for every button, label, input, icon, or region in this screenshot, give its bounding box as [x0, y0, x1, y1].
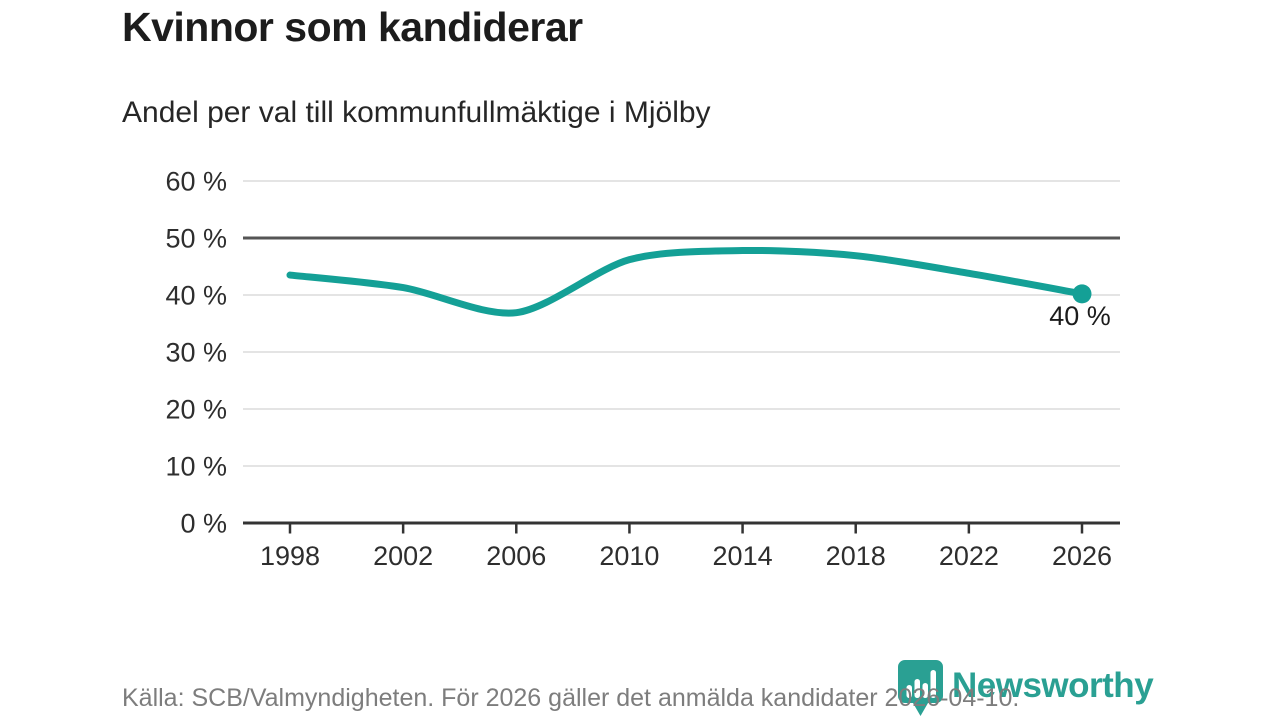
x-axis-label: 2002	[373, 541, 433, 571]
end-point-marker	[1072, 284, 1092, 304]
newsworthy-logo-text: Newsworthy	[952, 666, 1154, 705]
end-value-label: 40 %	[1049, 301, 1111, 331]
chart-title: Kvinnor som kandiderar	[122, 4, 583, 50]
y-axis-label: 30 %	[165, 337, 227, 367]
y-axis-label: 60 %	[165, 166, 227, 196]
y-axis-label: 50 %	[165, 223, 227, 253]
y-axis-label: 20 %	[165, 394, 227, 424]
x-axis-label: 2014	[713, 541, 773, 571]
newsworthy-pin-barchart-icon	[898, 660, 943, 716]
y-axis-label: 0 %	[180, 508, 227, 538]
x-axis-label: 1998	[260, 541, 320, 571]
chart-subtitle: Andel per val till kommunfullmäktige i M…	[122, 96, 711, 129]
x-axis-label: 2026	[1052, 541, 1112, 571]
x-axis-label: 2018	[826, 541, 886, 571]
y-axis-label: 10 %	[165, 451, 227, 481]
newsworthy-logo[interactable]: Newsworthy	[897, 659, 1154, 717]
y-axis-label: 40 %	[165, 280, 227, 310]
x-axis-label: 2006	[486, 541, 546, 571]
source-note: Källa: SCB/Valmyndigheten. För 2026 gäll…	[122, 684, 1020, 712]
x-axis-label: 2022	[939, 541, 999, 571]
data-line-andel-kvinnor	[286, 246, 1086, 317]
x-axis-label: 2010	[599, 541, 659, 571]
